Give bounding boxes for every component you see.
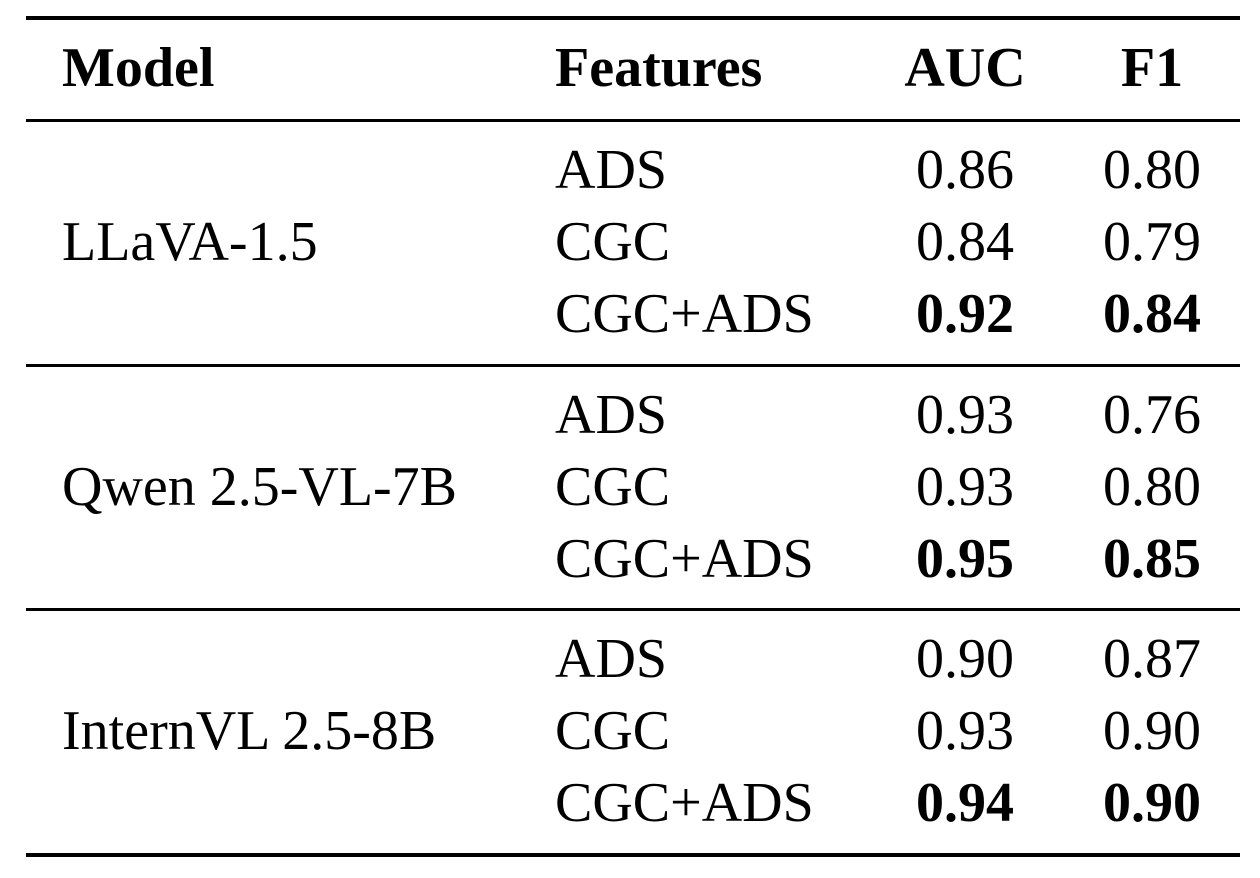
group-rule: [26, 608, 1240, 611]
value-cell: 0.84: [1103, 283, 1201, 345]
value-cell: 0.90: [1103, 700, 1201, 762]
value-cell: 0.87: [1103, 628, 1201, 690]
feature-cell: CGC+ADS: [555, 527, 814, 590]
value-cell: 0.80: [1103, 139, 1201, 201]
value-cell: 0.90: [916, 628, 1014, 690]
value-cell: 0.86: [916, 139, 1014, 201]
top-rule: [26, 16, 1240, 20]
value-cell: 0.90: [1103, 772, 1201, 834]
model-cell: LLaVA-1.5: [62, 211, 318, 273]
value-cell: 0.76: [1103, 383, 1201, 446]
feature-cell: ADS: [555, 383, 668, 446]
feature-cell: CGC: [555, 455, 671, 518]
feature-cell: CGC+ADS: [555, 772, 814, 834]
header-rule: [26, 119, 1240, 122]
header-cell: Model: [62, 37, 215, 99]
value-cell: 0.93: [916, 383, 1014, 446]
feature-cell: CGC: [555, 700, 671, 762]
value-cell: 0.79: [1103, 211, 1201, 273]
feature-cell: ADS: [555, 628, 668, 690]
value-cell: 0.93: [916, 700, 1014, 762]
value-cell: 0.95: [916, 527, 1014, 590]
value-cell: 0.93: [916, 455, 1014, 518]
header-cell: F1: [1120, 37, 1184, 99]
header-cell: AUC: [904, 37, 1026, 99]
feature-cell: ADS: [555, 139, 668, 201]
value-cell: 0.84: [916, 211, 1014, 273]
value-cell: 0.92: [916, 283, 1014, 345]
value-cell: 0.85: [1103, 527, 1201, 590]
value-cell: 0.80: [1103, 455, 1201, 518]
model-cell: Qwen 2.5-VL-7B: [62, 455, 458, 518]
feature-cell: CGC+ADS: [555, 283, 814, 345]
group-rule: [26, 364, 1240, 367]
header-cell: Features: [555, 37, 763, 99]
model-cell: InternVL 2.5-8B: [62, 700, 437, 762]
feature-cell: CGC: [555, 211, 671, 273]
bottom-rule: [26, 853, 1240, 857]
value-cell: 0.94: [916, 772, 1014, 834]
